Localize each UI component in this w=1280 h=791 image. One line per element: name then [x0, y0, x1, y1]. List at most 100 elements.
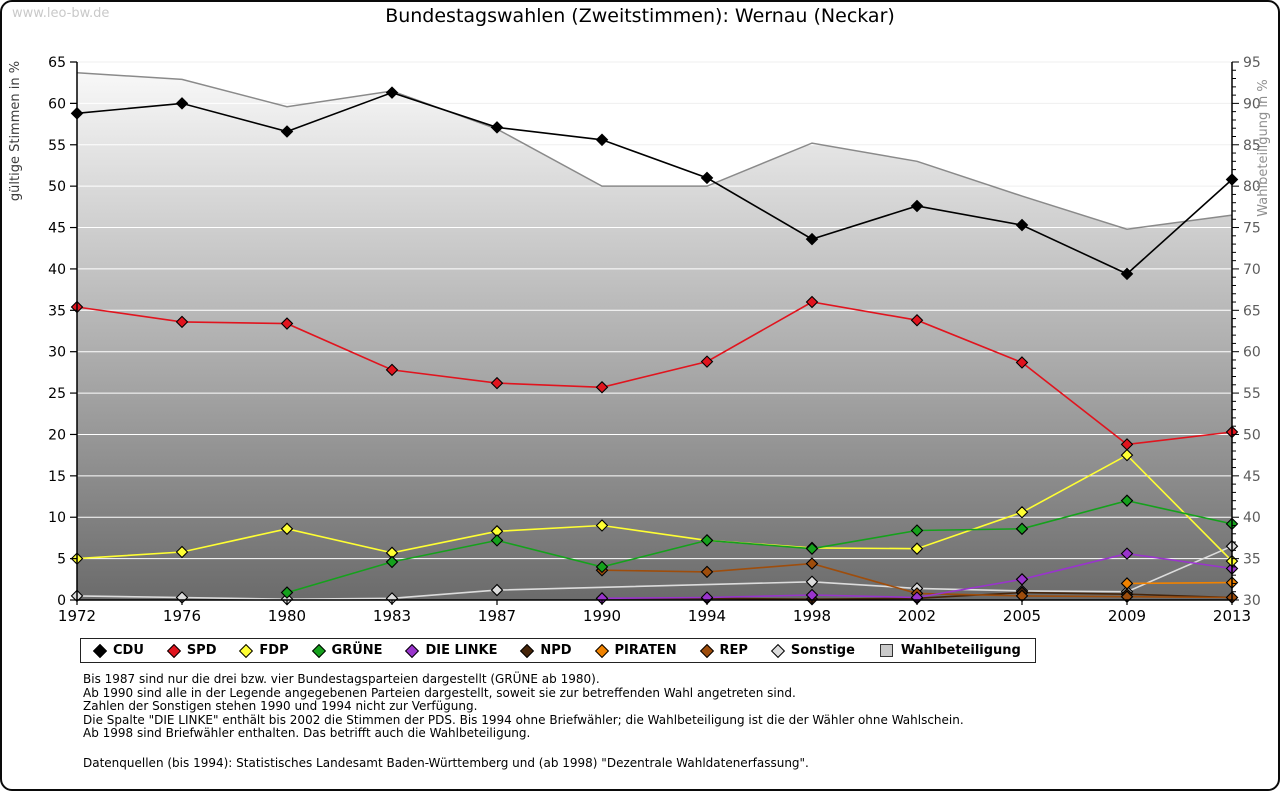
right-axis-tick-label: 95 — [1243, 55, 1261, 71]
legend-diamond-swatch — [520, 643, 535, 658]
legend-square-swatch — [879, 644, 893, 657]
data-point — [490, 376, 504, 390]
year-label: 1983 — [373, 607, 411, 625]
data-point — [700, 565, 714, 579]
right-axis-tick-label: 30 — [1243, 593, 1261, 609]
data-point — [175, 315, 189, 329]
legend-diamond-swatch — [405, 643, 420, 658]
data-point — [595, 560, 609, 574]
data-point — [1015, 522, 1029, 536]
left-axis-tick-label: 15 — [48, 469, 66, 485]
data-point — [1120, 547, 1134, 560]
left-axis-title: gültige Stimmen in % — [8, 61, 23, 201]
legend-label: DIE LINKE — [425, 643, 498, 658]
turnout-line — [76, 72, 1233, 230]
left-axis-tick-label: 45 — [48, 221, 66, 237]
legend-item-grüne: GRÜNE — [311, 643, 383, 658]
legend-diamond-swatch — [594, 643, 609, 658]
data-point — [910, 542, 924, 555]
right-axis-tick-label: 35 — [1243, 552, 1261, 568]
series-fdp — [70, 448, 1239, 568]
data-point — [595, 381, 609, 394]
right-axis-tick-label: 55 — [1243, 386, 1261, 402]
data-point — [280, 586, 294, 599]
footnotes: Bis 1987 sind nur die drei bzw. vier Bun… — [83, 672, 964, 741]
legend-diamond-swatch — [311, 643, 326, 658]
footnote-line: Ab 1990 sind alle in der Legende angegeb… — [83, 685, 796, 700]
data-point — [910, 524, 924, 537]
right-axis-tick-label: 40 — [1243, 510, 1261, 526]
right-axis-tick-label: 45 — [1243, 469, 1261, 485]
legend-label: REP — [719, 643, 748, 658]
legend-label: Wahlbeteiligung — [900, 643, 1021, 658]
left-axis-tick-label: 5 — [57, 552, 66, 568]
right-axis-tick-label: 65 — [1243, 303, 1261, 319]
left-axis-tick-label: 40 — [48, 262, 66, 278]
right-axis-tick-label: 70 — [1243, 262, 1261, 278]
legend-item-die-linke: DIE LINKE — [405, 643, 498, 658]
year-label: 1980 — [268, 607, 306, 625]
data-point — [385, 363, 399, 377]
series-grüne — [280, 494, 1239, 599]
year-label: 1994 — [688, 607, 726, 625]
data-point — [595, 133, 609, 147]
data-point — [805, 295, 819, 309]
axes: 0 5 10 15 20 25 30 35 40 45 50 55 60 65 30 35 40 45 50 55 60… — [48, 55, 1261, 625]
legend-item-fdp: FDP — [239, 643, 289, 658]
legend-label: FDP — [259, 643, 289, 658]
year-label: 1998 — [793, 607, 831, 625]
left-axis-tick-label: 30 — [48, 345, 66, 361]
data-point — [1120, 448, 1134, 462]
left-axis-tick-label: 10 — [48, 510, 66, 526]
data-point — [700, 171, 714, 185]
legend-diamond-swatch — [770, 643, 785, 658]
left-axis-tick-label: 20 — [48, 427, 66, 443]
data-point — [805, 557, 819, 570]
data-point — [280, 522, 294, 536]
data-point — [910, 313, 924, 327]
data-point — [175, 545, 189, 559]
data-point — [1015, 505, 1029, 519]
legend-item-piraten: PIRATEN — [594, 643, 677, 658]
legend-item-sonstige: Sonstige — [770, 643, 855, 658]
left-axis-tick-label: 35 — [48, 303, 66, 319]
data-point — [805, 232, 819, 246]
legend-label: PIRATEN — [614, 643, 677, 658]
year-label: 2002 — [898, 607, 936, 625]
year-label: 2013 — [1213, 607, 1251, 625]
legend-diamond-swatch — [92, 643, 108, 658]
data-source: Datenquellen (bis 1994): Statistisches L… — [83, 756, 809, 770]
data-point — [805, 575, 819, 589]
left-axis-tick-label: 25 — [48, 386, 66, 402]
data-point — [1015, 356, 1029, 369]
legend-item-rep: REP — [699, 643, 748, 658]
legend-diamond-swatch — [239, 643, 254, 658]
legend-item-npd: NPD — [520, 643, 572, 658]
data-point — [1015, 218, 1029, 232]
data-point — [175, 97, 189, 110]
footnote-line: Die Spalte "DIE LINKE" enthält bis 2002 … — [83, 712, 964, 727]
series-die-linke — [595, 547, 1239, 605]
right-axis-tick-label: 85 — [1243, 138, 1261, 154]
data-point — [805, 542, 819, 555]
legend-label: GRÜNE — [331, 643, 383, 658]
right-axis-tick-label: 50 — [1243, 427, 1261, 443]
footnote-line: Zahlen der Sonstigen stehen 1990 und 199… — [83, 699, 478, 713]
legend-item-spd: SPD — [166, 643, 217, 658]
series-cdu — [70, 86, 1239, 281]
year-label: 1976 — [163, 607, 201, 625]
left-axis-tick-label: 60 — [48, 96, 66, 112]
data-point — [1120, 494, 1134, 507]
data-point — [1120, 438, 1134, 451]
year-label: 1987 — [478, 607, 516, 625]
legend-label: CDU — [113, 643, 144, 658]
left-axis-tick-label: 50 — [48, 179, 66, 195]
legend-diamond-swatch — [699, 643, 714, 658]
year-label: 2005 — [1003, 607, 1041, 625]
data-point — [385, 86, 399, 99]
chart-legend: CDU SPD FDP GRÜNE DIE LINKE NPD PIRATEN REP Sons… — [80, 638, 1036, 663]
footnote-line: Ab 1998 sind Briefwähler enthalten. Das … — [83, 726, 531, 740]
right-axis-title: Wahlbeteiligung in % — [1256, 79, 1271, 216]
data-point — [910, 199, 924, 213]
data-point — [700, 355, 714, 368]
